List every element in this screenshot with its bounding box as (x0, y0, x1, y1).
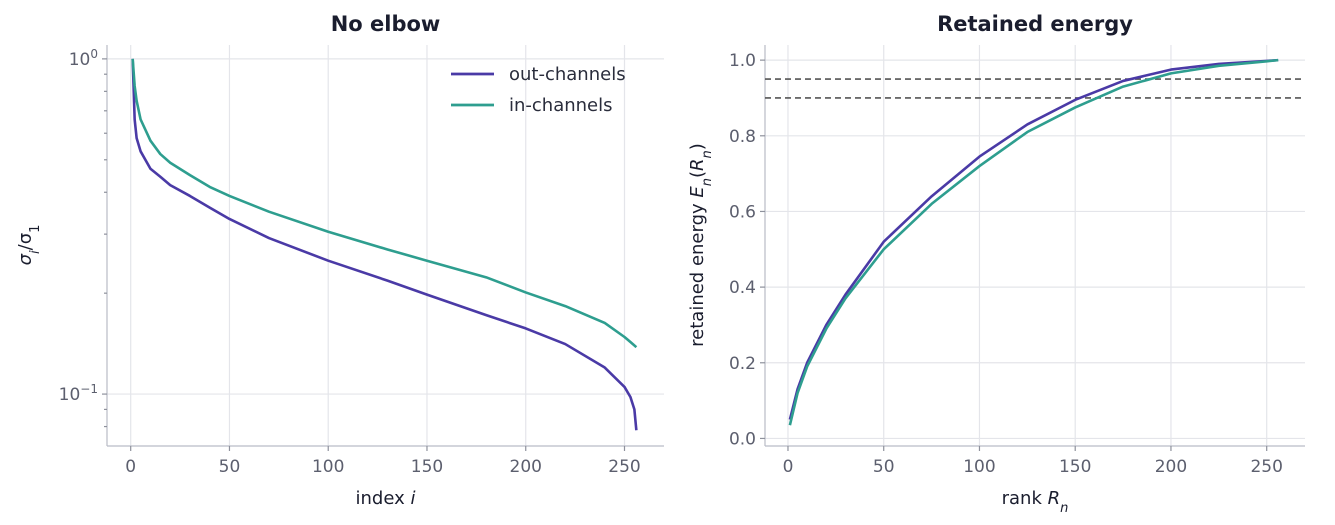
left-subplot-no-elbow: 0 50 100 150 200 250 100 10−1 No elbow index i σi/… (15, 12, 664, 509)
x-tick-label: 0 (125, 457, 136, 477)
right-subplot-retained-energy: 0 50 100 150 200 250 0.0 0.2 0.4 0.6 0.8 1.0 Retaine… (687, 12, 1305, 516)
legend-label: in-channels (509, 95, 613, 116)
y-tick-label: 0.6 (729, 202, 756, 222)
x-axis-label: index i (356, 488, 416, 509)
legend-label: out-channels (509, 64, 626, 85)
x-tick-label: 250 (1250, 457, 1282, 477)
y-tick-label: 1.0 (729, 51, 756, 71)
out-channels-line (131, 58, 638, 431)
x-tick-label: 100 (312, 457, 344, 477)
x-tick-label: 200 (1155, 457, 1187, 477)
y-tick-label: 100 (69, 47, 98, 70)
x-tick-label: 200 (510, 457, 542, 477)
y-tick-label: 0.2 (729, 354, 756, 374)
series-1-line (788, 58, 1279, 420)
x-tick-label: 150 (1059, 457, 1091, 477)
x-tick-label: 150 (411, 457, 443, 477)
y-axis-label: σi/σ1 (15, 225, 43, 266)
chart-title: No elbow (331, 12, 441, 36)
y-tick-label: 0.4 (729, 278, 756, 298)
x-tick-label: 50 (873, 457, 895, 477)
y-tick-label: 0.8 (729, 127, 756, 147)
legend: out-channels in-channels (451, 64, 626, 116)
y-tick-label: 0.0 (729, 429, 756, 449)
paren: ( (687, 171, 708, 178)
series-2-line (788, 58, 1279, 426)
y-tick-label: 10−1 (59, 382, 98, 405)
x-tick-label: 0 (783, 457, 794, 477)
in-channels-line (131, 58, 638, 349)
y-axis-label: retained energy En(Rn) (687, 143, 715, 347)
x-tick-label: 100 (963, 457, 995, 477)
x-axis-label: rank Rn (1002, 488, 1069, 516)
x-tick-label: 250 (608, 457, 640, 477)
chart-title: Retained energy (937, 12, 1133, 36)
x-tick-label: 50 (219, 457, 241, 477)
